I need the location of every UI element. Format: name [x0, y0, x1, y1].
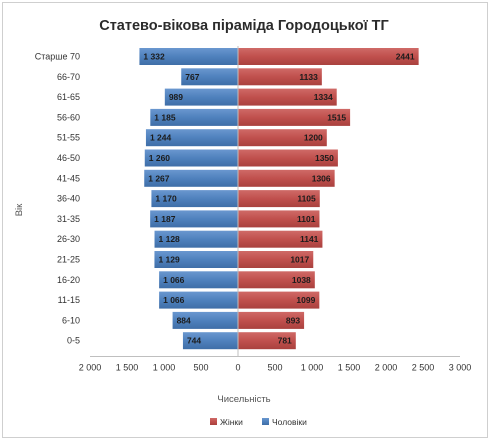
data-label-female: 1105 — [297, 194, 316, 204]
bar-female-5 — [238, 149, 338, 167]
bar-male-7 — [151, 190, 238, 208]
data-label-male: 1 244 — [150, 133, 172, 143]
data-label-female: 2441 — [396, 52, 415, 62]
data-label-male: 1 129 — [158, 255, 180, 265]
category-label: 41-45 — [57, 173, 80, 183]
bar-male-10 — [154, 251, 238, 268]
bar-female-13 — [238, 311, 305, 329]
bar-male-13 — [172, 311, 238, 329]
bar-female-4 — [238, 129, 327, 147]
bar-male-2 — [164, 88, 238, 106]
data-label-male: 1 066 — [163, 275, 185, 285]
bars — [139, 48, 419, 350]
x-axis: 2 000 1 500 1 000 500 0 500 1 000 1 500 2 000 2 5… — [79, 46, 472, 373]
data-label-male: 744 — [187, 336, 201, 346]
bar-male-4 — [145, 129, 238, 147]
bar-male-6 — [144, 169, 238, 187]
category-labels: Старше 70 66-70 61-65 56-60 51-55 46-50 41-45 3… — [35, 52, 80, 346]
category-label: Старше 70 — [35, 52, 80, 62]
x-tick-label: 2 000 — [79, 363, 102, 373]
bar-female-1 — [238, 68, 322, 86]
bar-female-8 — [238, 210, 320, 228]
category-label: 56-60 — [57, 112, 80, 122]
data-label-male: 1 170 — [155, 194, 177, 204]
bar-female-2 — [238, 88, 337, 106]
data-label-male: 1 066 — [163, 295, 185, 305]
data-label-female: 1017 — [290, 255, 309, 265]
bar-female-0 — [238, 48, 419, 65]
x-tick-label: 1 000 — [153, 363, 176, 373]
bar-female-14 — [238, 332, 296, 350]
category-label: 21-25 — [57, 255, 80, 265]
legend-item-male-label: Чоловіки — [272, 417, 307, 427]
bar-female-11 — [238, 271, 315, 289]
data-label-female: 1306 — [312, 173, 331, 183]
x-tick-label: 1 500 — [116, 363, 139, 373]
category-label: 11-15 — [58, 295, 80, 305]
data-label-female: 1141 — [300, 234, 319, 244]
x-tick-label: 2 000 — [375, 363, 398, 373]
category-label: 46-50 — [57, 153, 80, 163]
data-label-female: 1101 — [297, 214, 316, 224]
x-tick-label: 0 — [235, 363, 240, 373]
category-label: 26-30 — [57, 234, 80, 244]
bar-male-1 — [181, 68, 238, 86]
data-label-female: 781 — [278, 336, 292, 346]
data-label-female: 1334 — [314, 92, 333, 102]
bar-male-8 — [150, 210, 238, 228]
x-axis-title: Чисельність — [217, 394, 270, 405]
data-label-male: 989 — [169, 92, 183, 102]
data-label-male: 1 267 — [148, 173, 170, 183]
data-label-male: 767 — [185, 72, 199, 82]
bar-female-9 — [238, 230, 323, 248]
category-label: 51-55 — [57, 133, 80, 143]
bar-female-3 — [238, 108, 351, 126]
bar-female-12 — [238, 291, 320, 309]
category-label: 66-70 — [57, 72, 80, 82]
x-tick-label: 1 500 — [338, 363, 361, 373]
x-tick-label: 1 000 — [301, 363, 324, 373]
bar-male-5 — [144, 149, 238, 167]
data-label-male: 1 260 — [149, 153, 171, 163]
data-label-female: 1099 — [296, 295, 315, 305]
bar-male-0 — [139, 48, 238, 65]
category-label: 61-65 — [57, 92, 80, 102]
data-label-female: 893 — [286, 315, 300, 325]
data-label-female: 1133 — [299, 72, 318, 82]
bar-male-12 — [159, 291, 238, 309]
legend-item-male-swatch — [262, 418, 269, 425]
data-label-male: 1 332 — [143, 52, 165, 62]
category-label: 0-5 — [67, 336, 80, 346]
legend-item-female-swatch — [210, 418, 217, 425]
x-tick-label: 500 — [267, 363, 282, 373]
category-label: 31-35 — [57, 214, 80, 224]
category-label: 6-10 — [62, 315, 80, 325]
data-label-female: 1200 — [304, 133, 323, 143]
y-axis-title: Вік — [14, 203, 25, 216]
data-label-female: 1515 — [327, 112, 346, 122]
data-labels: 1 332 2441 767 1133 989 1334 1 185 1515 1 244 120… — [143, 52, 414, 346]
bar-male-11 — [159, 271, 238, 289]
data-label-female: 1350 — [315, 153, 334, 163]
legend: Жінки Чоловіки — [210, 417, 307, 427]
legend-item-female-label: Жінки — [220, 417, 243, 427]
bar-female-7 — [238, 190, 320, 208]
category-label: 36-40 — [57, 194, 80, 204]
bar-male-3 — [150, 108, 238, 126]
bar-male-9 — [154, 230, 238, 248]
data-label-female: 1038 — [292, 275, 311, 285]
x-tick-label: 3 000 — [449, 363, 472, 373]
data-label-male: 1 128 — [159, 234, 181, 244]
bar-male-14 — [182, 332, 238, 350]
bar-female-6 — [238, 169, 335, 187]
data-label-male: 1 185 — [154, 112, 176, 122]
category-label: 16-20 — [57, 275, 80, 285]
x-tick-label: 2 500 — [412, 363, 435, 373]
bar-female-10 — [238, 251, 314, 268]
data-label-male: 884 — [177, 315, 191, 325]
x-tick-label: 500 — [193, 363, 208, 373]
data-label-male: 1 187 — [154, 214, 176, 224]
chart-title: Статево-вікова піраміда Городоцької ТГ — [99, 18, 389, 34]
